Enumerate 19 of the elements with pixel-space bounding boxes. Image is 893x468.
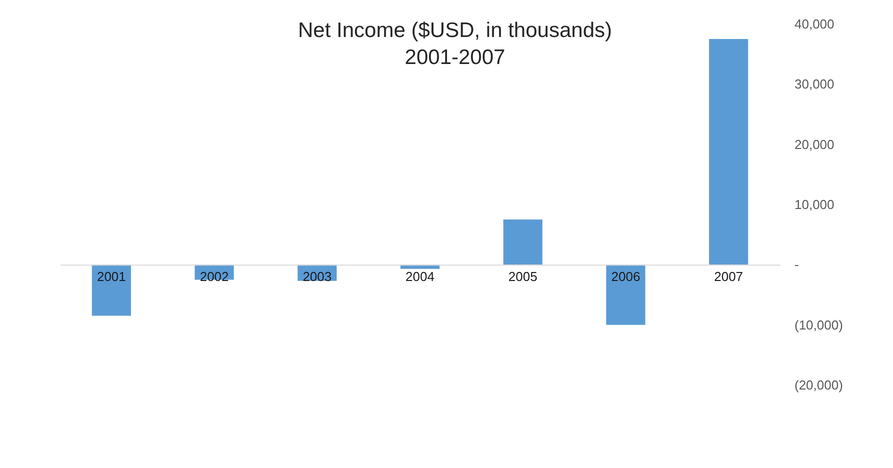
bar [92,264,131,316]
y-tick-label: 40,000 [794,16,834,32]
x-tick-label: 2004 [406,269,434,284]
text: 2001-2007 [404,46,506,69]
chart-title: Net Income ($USD, in thousands) [298,19,612,42]
bar [709,39,748,265]
y-tick-label: 10,000 [794,197,834,212]
bar [503,220,542,265]
x-tick-label: 2005 [508,269,538,284]
x-tick-label: 2006 [611,269,640,284]
y-tick-label: 30,000 [794,76,834,92]
x-tick-label: 2003 [302,269,332,284]
y-tick-label: (10,000) [794,317,843,332]
x-tick-label: 2001 [96,269,126,284]
y-tick-label: 20,000 [794,136,834,152]
y-tick-label: - [794,257,799,272]
x-tick-label: 2007 [714,269,744,284]
y-tick-label: (20,000) [794,378,843,392]
bar [606,264,646,325]
